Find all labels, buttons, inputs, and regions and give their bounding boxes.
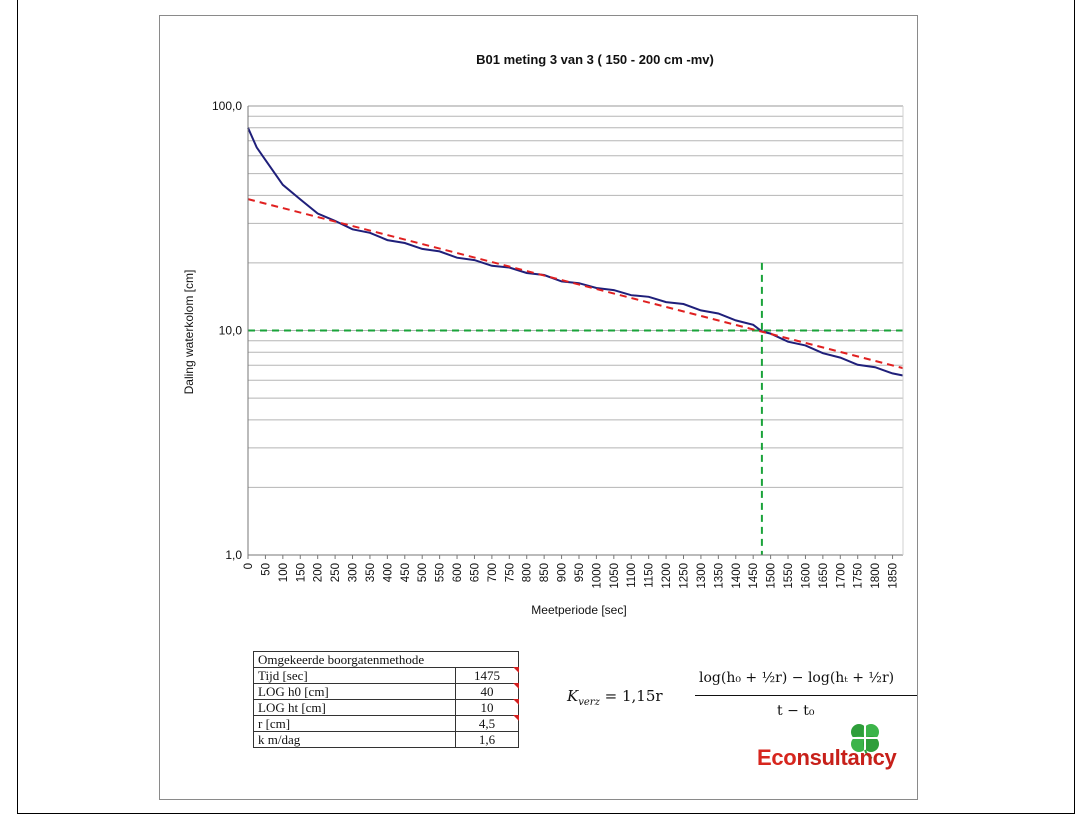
x-tick-label: 0 — [243, 563, 255, 569]
x-tick-label: 1500 — [766, 563, 778, 589]
measurement-line — [247, 127, 904, 377]
x-tick-label: 850 — [539, 563, 551, 582]
x-tick-label: 900 — [557, 563, 569, 582]
chart-card: B01 meting 3 van 3 ( 150 - 200 cm -mv) 1… — [159, 15, 918, 800]
x-tick-label: 1100 — [626, 563, 638, 588]
row-value: 10 — [455, 699, 519, 716]
comment-flag-icon — [513, 667, 519, 673]
comment-flag-icon — [513, 699, 519, 705]
econsultancy-logo: Econsultancy — [757, 723, 907, 783]
x-tick-label: 700 — [487, 563, 499, 582]
x-tick-label: 1000 — [591, 563, 603, 589]
fraction-bar — [695, 695, 917, 696]
series-lines — [247, 127, 904, 377]
row-value: 1,6 — [455, 731, 519, 748]
x-tick-label: 450 — [400, 563, 412, 582]
x-tick-label: 1600 — [800, 563, 812, 589]
method-table: Omgekeerde boorgatenmethode Tijd [sec] 1… — [253, 651, 519, 748]
y-tick-label: 1,0 — [225, 548, 242, 562]
comment-flag-icon — [513, 683, 519, 689]
x-tick-label: 1300 — [696, 563, 708, 589]
row-label: r [cm] — [253, 715, 456, 732]
formula-numerator: log(h₀ + ½r) − log(hₜ + ½r) — [699, 670, 895, 686]
x-tick-label: 1200 — [661, 563, 673, 589]
x-tick-label: 350 — [365, 563, 377, 582]
x-tick-labels: 0 50 100 150 200 250 300 350 400 450 500 550 600 650 7… — [243, 563, 900, 589]
x-tick-label: 400 — [382, 563, 394, 582]
row-value: 4,5 — [455, 715, 519, 732]
logo-text: Econsultancy — [757, 745, 897, 770]
table-row: k m/dag 1,6 — [253, 731, 519, 748]
clover-icon — [850, 723, 880, 759]
x-tick-label: 1150 — [644, 563, 656, 588]
trend-line — [247, 198, 904, 370]
table-header: Omgekeerde boorgatenmethode — [253, 651, 519, 668]
x-tick-label: 1550 — [783, 563, 795, 589]
x-tick-label: 1700 — [835, 563, 847, 589]
x-tick-label: 200 — [313, 563, 325, 582]
x-tick-label: 1050 — [609, 563, 621, 589]
x-tick-label: 150 — [295, 563, 307, 582]
log-chart: B01 meting 3 van 3 ( 150 - 200 cm -mv) 1… — [182, 52, 904, 617]
x-tick-label: 100 — [278, 563, 290, 582]
x-tick-label: 800 — [522, 563, 534, 582]
page-frame — [17, 0, 1075, 814]
x-tick-label: 1850 — [888, 563, 900, 589]
chart-title: B01 meting 3 van 3 ( 150 - 200 cm -mv) — [476, 52, 714, 67]
x-axis-label: Meetperiode [sec] — [531, 603, 626, 617]
x-tick-label: 1650 — [818, 563, 830, 589]
formula-lhs: K — [567, 687, 579, 705]
table-row: r [cm] 4,5 — [253, 715, 519, 732]
y-axis-label: Daling waterkolom [cm] — [182, 270, 196, 395]
reference-lines — [248, 262, 903, 555]
y-tick-label: 100,0 — [212, 99, 242, 113]
x-tick-label: 650 — [469, 563, 481, 582]
row-label: LOG h0 [cm] — [253, 683, 456, 700]
x-tick-label: 1450 — [748, 563, 760, 589]
formula-equals: = 1,15r — [604, 687, 663, 705]
table-row: LOG h0 [cm] 40 — [253, 683, 519, 700]
x-tick-label: 1400 — [731, 563, 743, 589]
row-label: LOG ht [cm] — [253, 699, 456, 716]
x-tick-label: 300 — [348, 563, 360, 582]
x-tick-label: 50 — [260, 563, 272, 576]
y-tick-labels: 1,0 10,0 100,0 — [212, 99, 242, 562]
row-value: 1475 — [455, 667, 519, 684]
x-tick-label: 1750 — [853, 563, 865, 589]
axes — [247, 106, 904, 559]
formula-denominator: t − t₀ — [777, 703, 815, 719]
table-row: Tijd [sec] 1475 — [253, 667, 519, 684]
row-value: 40 — [455, 683, 519, 700]
x-tick-label: 1250 — [679, 563, 691, 589]
grid-lines — [248, 105, 903, 488]
table-header-row: Omgekeerde boorgatenmethode — [253, 651, 519, 668]
x-tick-label: 250 — [330, 563, 342, 582]
comment-flag-icon — [513, 715, 519, 721]
y-tick-label: 10,0 — [219, 324, 243, 338]
row-label: Tijd [sec] — [253, 667, 456, 684]
x-tick-label: 1800 — [870, 563, 882, 589]
x-tick-label: 500 — [417, 563, 429, 582]
x-tick-label: 600 — [452, 563, 464, 582]
row-label: k m/dag — [253, 731, 456, 748]
x-tick-label: 550 — [435, 563, 447, 582]
x-tick-label: 1350 — [713, 563, 725, 589]
formula-lhs-sub: verz — [578, 697, 600, 708]
table-row: LOG ht [cm] 10 — [253, 699, 519, 716]
x-tick-label: 950 — [574, 563, 586, 582]
x-tick-label: 750 — [504, 563, 516, 582]
